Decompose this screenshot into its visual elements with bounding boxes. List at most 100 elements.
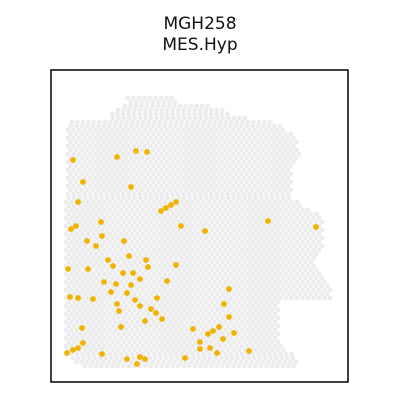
tissue-spot [192,211,198,217]
tissue-spot [228,335,234,341]
tissue-spot [184,343,190,349]
tissue-spot [140,311,146,317]
highlighted-spot [70,347,76,353]
tissue-spot [220,211,226,217]
tissue-spot [230,175,236,181]
tissue-spot [203,363,209,369]
tissue-spot [280,191,285,197]
highlighted-spot [173,262,179,268]
tissue-spot [137,331,143,337]
tissue-spot [250,351,256,357]
tissue-spot [176,235,182,241]
tissue-spot [91,199,96,205]
tissue-spot [187,275,193,281]
tissue-spot [98,167,104,173]
tissue-spot [245,215,250,221]
tissue-spot [250,263,256,269]
tissue-spot [102,199,107,205]
tissue-spot [253,203,259,209]
tissue-spot [173,319,179,325]
tissue-spot [123,147,129,153]
tissue-spot [77,307,83,313]
tissue-spot [176,339,182,345]
highlighted-spots-layer [64,148,319,367]
tissue-spot [79,187,85,193]
tissue-spot [157,263,162,269]
tissue-spot [84,139,90,145]
tissue-spot [113,327,118,333]
tissue-spot [115,331,121,337]
tissue-spot [155,103,161,109]
tissue-spot [311,247,316,253]
tissue-spot [189,155,195,161]
tissue-spot [291,235,297,241]
tissue-spot [137,235,143,241]
tissue-spot [179,231,184,237]
tissue-spot [135,119,141,125]
tissue-spot [247,195,253,201]
tissue-spot [289,351,294,357]
tissue-spot [181,307,187,313]
tissue-spot [247,243,253,249]
tissue-spot [131,175,137,181]
tissue-spot [225,115,231,121]
tissue-spot [126,227,132,233]
tissue-spot [170,151,175,157]
tissue-spot [275,259,281,265]
plot-frame [50,69,349,383]
tissue-spot [101,155,107,161]
tissue-spot [209,195,215,201]
tissue-spot [244,131,250,137]
tissue-spot [245,263,250,269]
tissue-spot [156,147,162,153]
tissue-spot [203,175,208,181]
tissue-spot [66,243,72,249]
tissue-spot [129,215,135,221]
tissue-spot [311,295,316,301]
tissue-spot [195,271,201,277]
tissue-spot [113,231,118,237]
tissue-spot [252,159,258,165]
tissue-spot [212,263,217,269]
tissue-spot [217,223,223,229]
tissue-spot [280,183,285,189]
tissue-spot [239,343,245,349]
tissue-spot [181,195,187,201]
tissue-spot [250,303,256,309]
tissue-spot [137,143,142,149]
tissue-spot [234,303,239,309]
tissue-spot [294,247,300,253]
tissue-spot [252,363,258,369]
tissue-spot [91,271,96,277]
tissue-spot [280,251,286,257]
tissue-spot [272,311,278,317]
tissue-spot [173,311,179,317]
tissue-spot [123,155,129,161]
tissue-spot [282,359,288,365]
tissue-spot [181,243,187,249]
tissue-spot [236,259,242,265]
tissue-spot [190,303,195,309]
tissue-spot [236,347,242,353]
tissue-spot [162,247,168,253]
tissue-spot [269,347,275,353]
tissue-spot [195,351,201,357]
tissue-spot [137,291,143,297]
tissue-spot [227,155,233,161]
tissue-spot [267,279,272,285]
tissue-spot [170,339,176,345]
tissue-spot [140,287,146,293]
tissue-spot [69,287,74,293]
tissue-spot [228,271,234,277]
tissue-spot [201,215,206,221]
tissue-spot [118,231,124,237]
tissue-spot [212,319,217,325]
tissue-spot [300,207,305,213]
tissue-spot [162,215,168,221]
tissue-spot [74,271,80,277]
tissue-spot [173,343,179,349]
tissue-spot [231,227,237,233]
tissue-spot [95,163,101,169]
tissue-spot [269,363,275,369]
tissue-spot [300,247,305,253]
